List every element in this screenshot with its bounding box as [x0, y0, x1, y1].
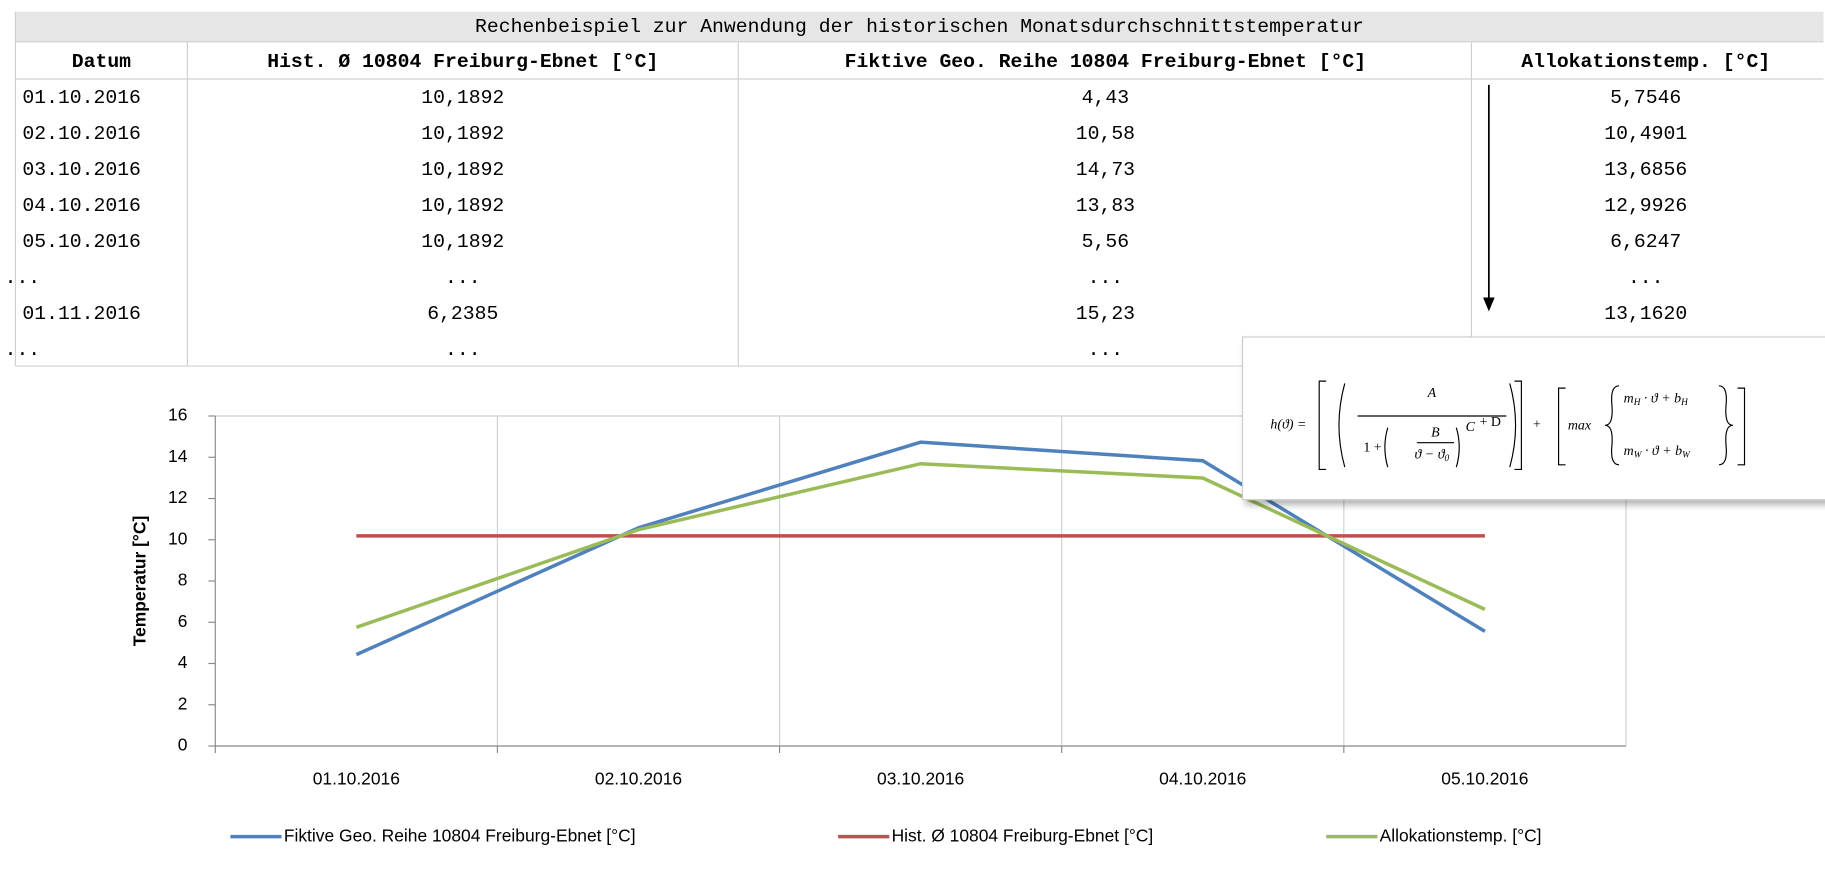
table-title: Rechenbeispiel zur Anwendung der histori… [475, 16, 1364, 38]
table-cell: ... [5, 267, 41, 289]
formula-max: max [1568, 419, 1592, 434]
table-cell: ... [445, 267, 481, 289]
formula-inner-den: ϑ − ϑ0 [1414, 448, 1449, 464]
y-tick-label: 4 [178, 652, 188, 672]
table-cell: 10,1892 [421, 159, 504, 181]
formula-plus: + [1533, 418, 1541, 433]
formula-part: · ϑ + b [1640, 392, 1681, 407]
y-tick-label: 10 [168, 528, 188, 548]
y-axis-label: Temperatur [°C] [130, 516, 150, 647]
arrow-head [1483, 297, 1495, 312]
table-cell: 04.10.2016 [22, 195, 141, 217]
y-tick-label: 0 [178, 735, 188, 755]
x-tick-label: 03.10.2016 [877, 768, 964, 788]
formula-part: W [1634, 451, 1643, 461]
table-cell: 13,6856 [1604, 159, 1687, 181]
table-cell: 01.11.2016 [22, 303, 141, 325]
table-cell: 01.10.2016 [22, 87, 141, 109]
table-grid [14, 11, 1824, 367]
series-line [355, 461, 1486, 629]
table-cell: 10,1892 [421, 195, 504, 217]
y-tick-label: 8 [178, 570, 188, 590]
formula-inner-num: B [1431, 426, 1440, 441]
formula-part: H [1680, 398, 1689, 408]
table-cell: ... [445, 339, 481, 361]
title-bar [15, 11, 1824, 42]
table-header: Hist. Ø 10804 Freiburg-Ebnet [°C] [267, 51, 658, 73]
formula-part: ϑ − ϑ [1414, 448, 1445, 463]
table-cell: 10,1892 [421, 123, 504, 145]
formula-part: m [1624, 392, 1634, 407]
table-cell: 10,4901 [1604, 123, 1687, 145]
legend-label: Allokationstemp. [°C] [1380, 825, 1542, 845]
table-cell: ... [1088, 267, 1124, 289]
table-cell: 10,1892 [421, 87, 504, 109]
formula-part: 0 [1445, 454, 1450, 464]
formula-part: W [1682, 451, 1691, 461]
table-cell: 13,1620 [1604, 303, 1687, 325]
table-cell: 10,58 [1076, 123, 1135, 145]
formula-lower: mW · ϑ + bW [1624, 444, 1691, 460]
formula-box: h(ϑ) = A 1 + B ϑ − ϑ0 C + D + max mH · ϑ… [1241, 336, 1825, 501]
table-header: Datum [72, 51, 131, 73]
table-cell: 5,7546 [1610, 87, 1681, 109]
formula-num: A [1427, 386, 1437, 401]
series-line [355, 440, 1486, 657]
formula-lhs: h(ϑ) = [1270, 418, 1306, 433]
table-header: Allokationstemp. [°C] [1521, 51, 1770, 73]
table-cell: 4,43 [1082, 87, 1129, 109]
chart: 0 2 4 6 8 10 12 14 16 01.10.2016 02.10.2016 03.10.2… [130, 405, 1627, 845]
table-cell: 6,2385 [427, 303, 498, 325]
table-cell: 10,1892 [421, 231, 504, 253]
formula-part: m [1624, 444, 1634, 459]
table-cell: 12,9926 [1604, 195, 1687, 217]
x-tick-label: 04.10.2016 [1159, 768, 1246, 788]
x-tick-label: 05.10.2016 [1441, 768, 1528, 788]
formula-upper: mH · ϑ + bH [1624, 392, 1689, 408]
legend-label: Fiktive Geo. Reihe 10804 Freiburg-Ebnet … [284, 825, 636, 845]
table-cell: 05.10.2016 [22, 231, 141, 253]
y-tick-label: 2 [178, 693, 188, 713]
legend-label: Hist. Ø 10804 Freiburg-Ebnet [°C] [892, 825, 1154, 845]
table-cell: 5,56 [1082, 231, 1129, 253]
x-tick-label: 02.10.2016 [595, 768, 682, 788]
x-tick-label: 01.10.2016 [313, 768, 400, 788]
table-cell: 03.10.2016 [22, 159, 141, 181]
formula-part: H [1633, 398, 1642, 408]
formula-exp: C [1466, 420, 1476, 435]
formula-den: 1 + [1363, 441, 1381, 456]
y-tick-label: 12 [168, 487, 187, 507]
table-cell: ... [1088, 339, 1124, 361]
table-cell: ... [1628, 267, 1664, 289]
table-cell: 15,23 [1076, 303, 1135, 325]
formula-part: · ϑ + b [1641, 444, 1682, 459]
y-tick-label: 14 [168, 446, 188, 466]
formula-plus-d: + D [1480, 415, 1501, 430]
table-cell: 02.10.2016 [22, 123, 141, 145]
table-cell: 6,6247 [1610, 231, 1681, 253]
table-cell: 14,73 [1076, 159, 1135, 181]
y-tick-label: 6 [178, 611, 188, 631]
y-tick-label: 16 [168, 405, 187, 425]
table-cell: 13,83 [1076, 195, 1135, 217]
table-cell: ... [5, 339, 41, 361]
table-header: Fiktive Geo. Reihe 10804 Freiburg-Ebnet … [845, 51, 1367, 73]
